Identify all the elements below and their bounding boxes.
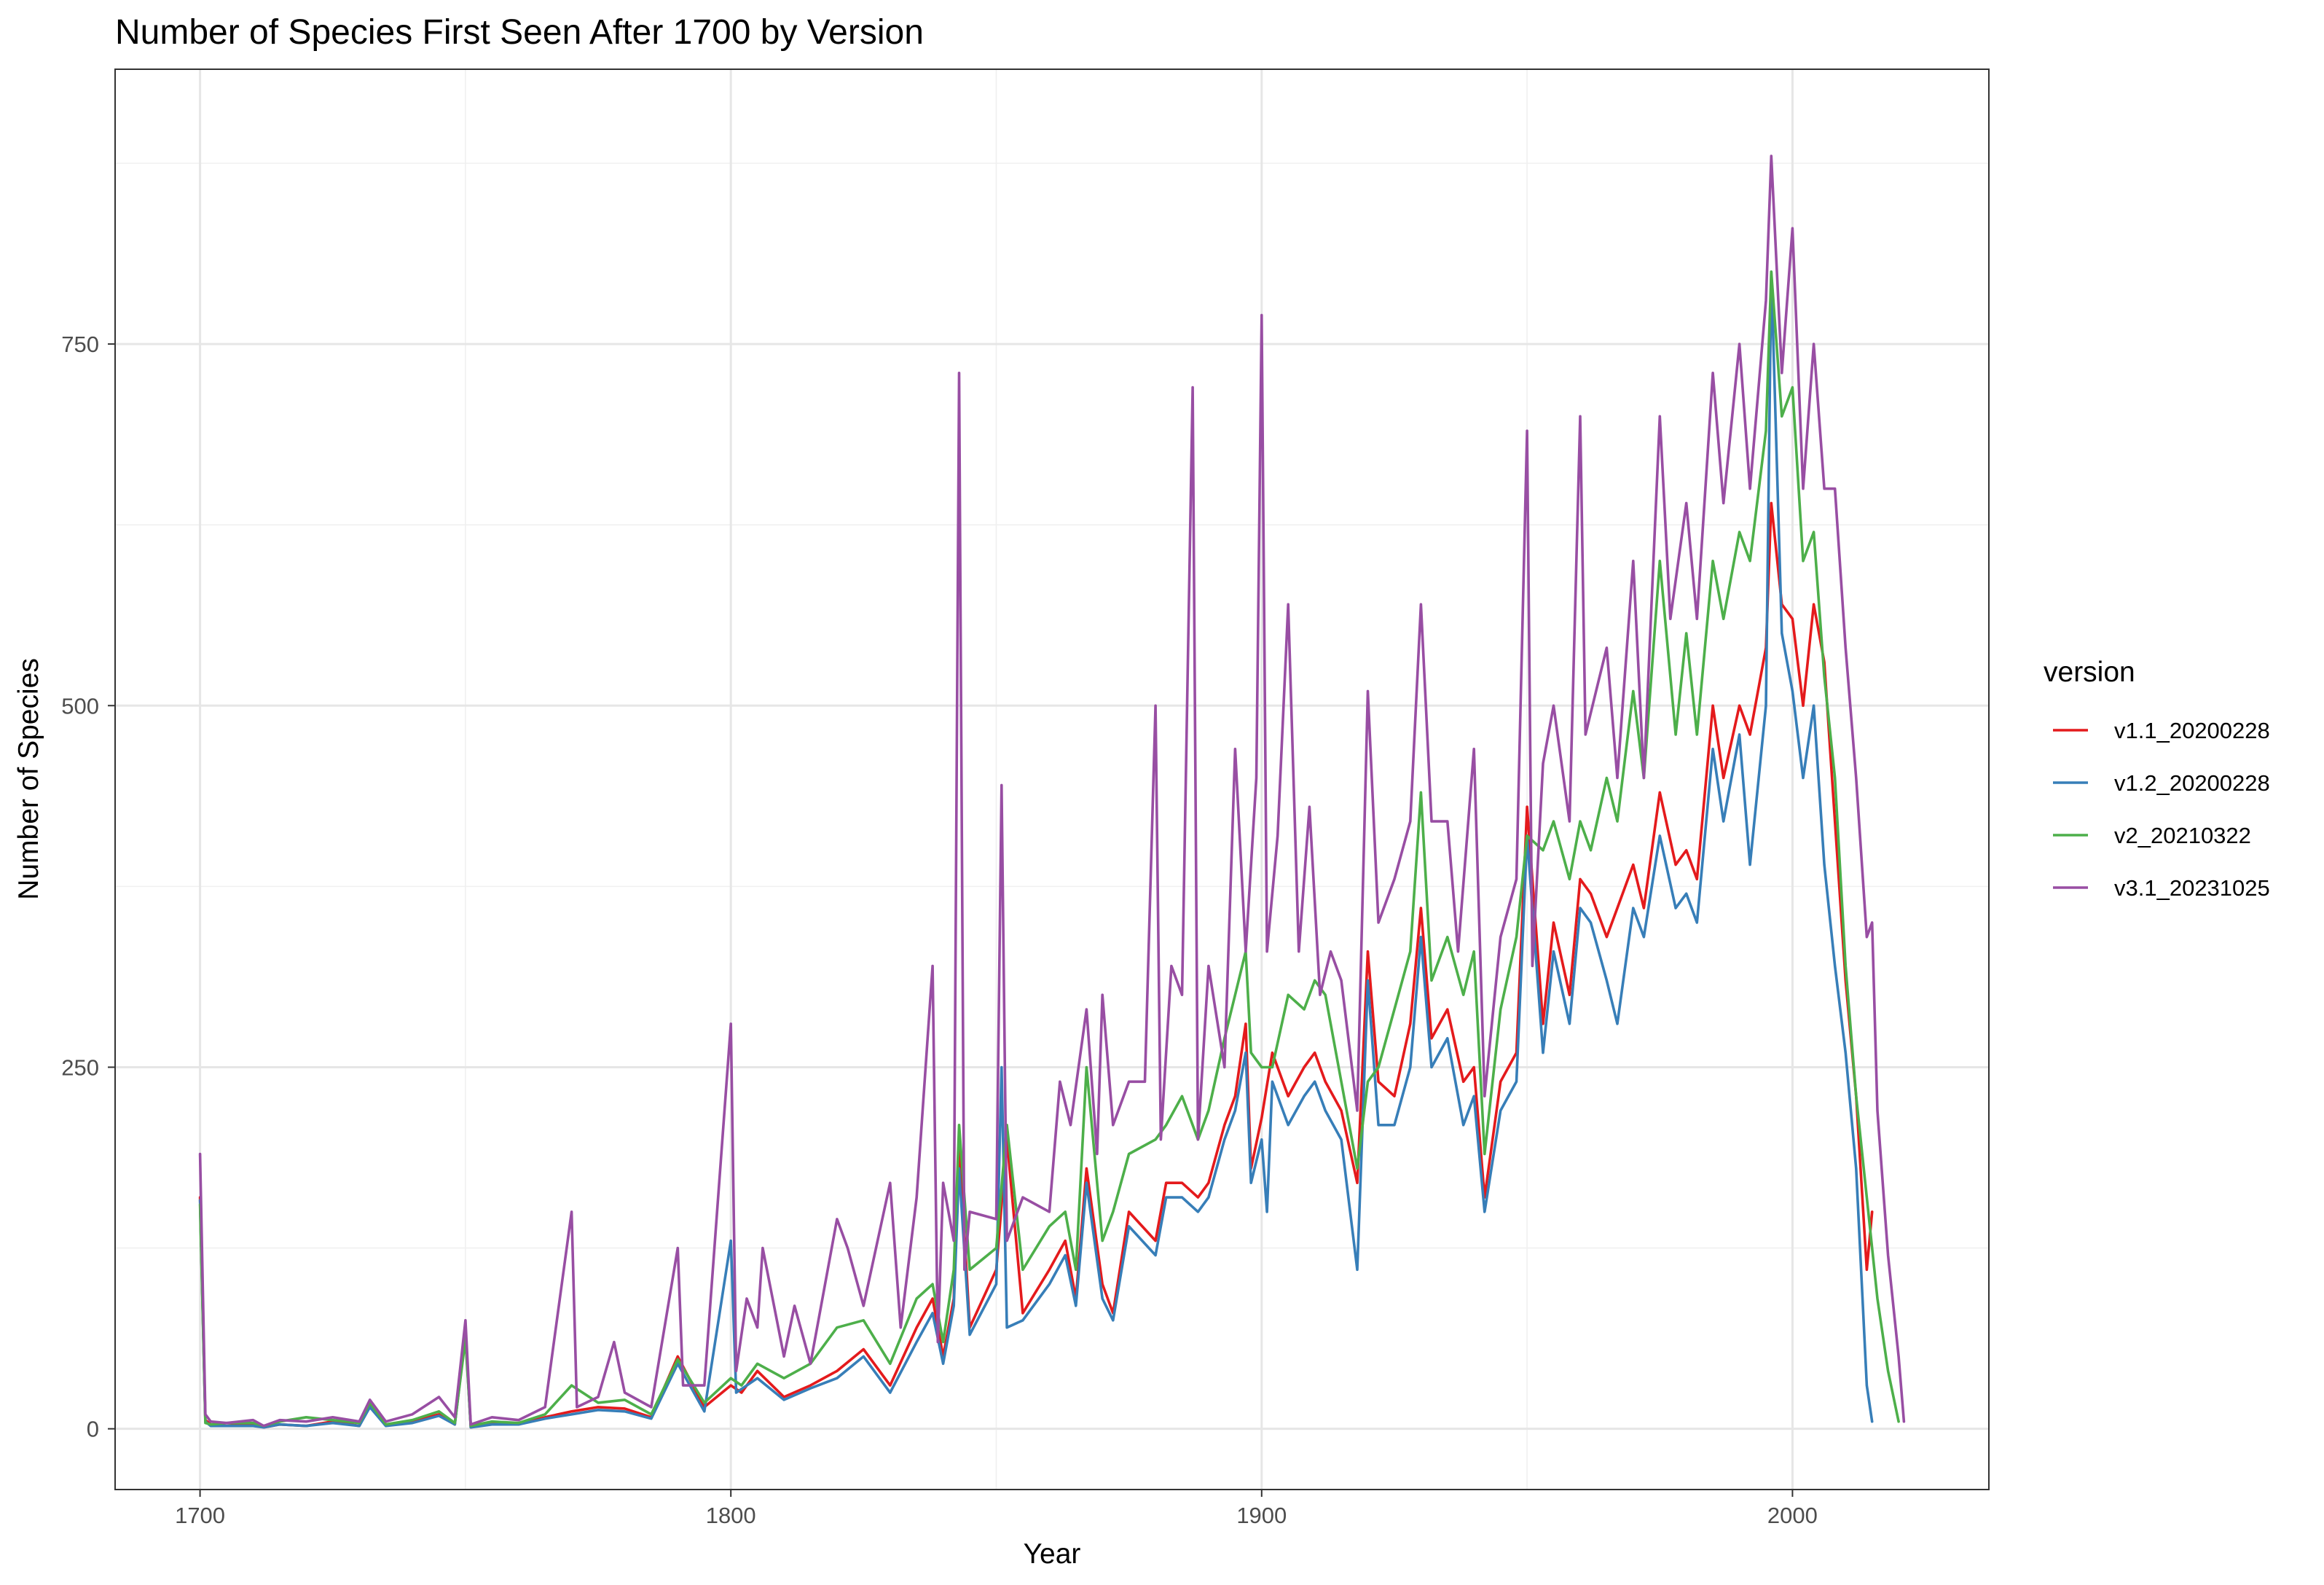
y-axis-title: Number of Species <box>13 658 44 900</box>
x-axis: 1700 1800 1900 2000 <box>175 1490 1818 1528</box>
panel-border <box>114 69 1990 1490</box>
y-axis: 0 250 500 750 <box>61 332 115 1442</box>
plot-panel <box>114 69 1990 1490</box>
x-tick-label: 2000 <box>1767 1503 1818 1528</box>
legend: version v1.1_20200228 v1.2_20200228 v2_202… <box>2044 657 2270 901</box>
panel-background <box>115 69 1989 1490</box>
legend-label: v1.2_20200228 <box>2114 770 2270 796</box>
x-axis-title: Year <box>1024 1538 1081 1570</box>
series-line-2 <box>198 270 1874 1429</box>
x-tick-label: 1800 <box>706 1503 756 1528</box>
y-tick-label: 500 <box>61 693 99 719</box>
y-tick-label: 0 <box>87 1417 99 1442</box>
legend-label: v2_20210322 <box>2114 823 2251 848</box>
y-tick-label: 250 <box>61 1054 99 1080</box>
x-tick-label: 1900 <box>1236 1503 1287 1528</box>
chart-title: Number of Species First Seen After 1700 … <box>115 13 924 52</box>
legend-label: v1.1_20200228 <box>2114 718 2270 743</box>
series-line-4 <box>198 154 1906 1428</box>
legend-title: version <box>2044 657 2135 688</box>
y-tick-label: 750 <box>61 332 99 357</box>
x-tick-label: 1700 <box>175 1503 225 1528</box>
series-lines <box>198 154 1906 1429</box>
legend-label: v3.1_20231025 <box>2114 875 2270 901</box>
